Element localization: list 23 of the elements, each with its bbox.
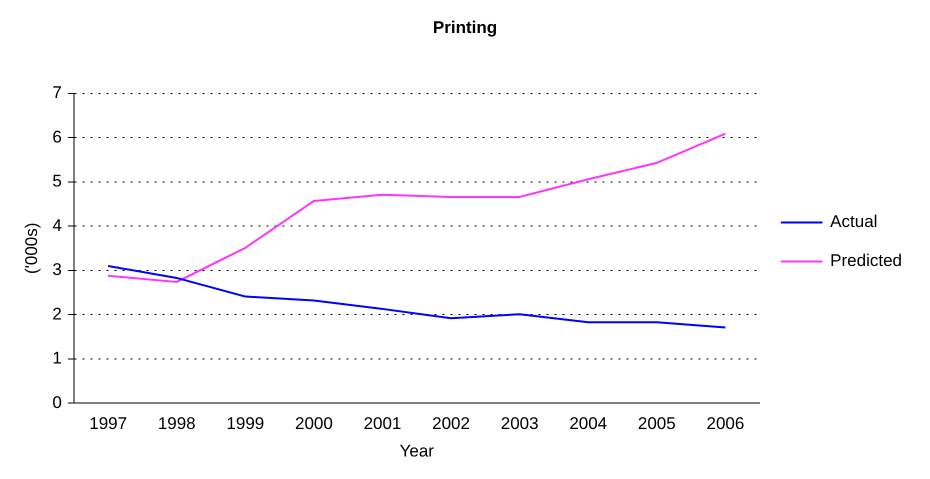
x-tick-label: 1997: [89, 414, 128, 434]
y-tick-label: 3: [52, 260, 62, 280]
y-tick-label: 4: [52, 216, 62, 235]
y-tick-label: 6: [52, 127, 62, 146]
x-tick-label: 2006: [706, 414, 744, 434]
y-axis-title: ('000s): [22, 222, 41, 274]
x-tick-label: 2000: [294, 414, 333, 434]
y-tick-label: 7: [52, 83, 62, 102]
x-tick-label: 2001: [364, 414, 402, 434]
x-tick-label: 2004: [569, 414, 608, 434]
x-tick-label: 2005: [638, 414, 676, 434]
y-tick-label: 5: [52, 172, 62, 191]
legend-label: Predicted: [830, 251, 902, 270]
x-tick-label: 1999: [226, 414, 264, 434]
x-tick-label: 2003: [500, 414, 539, 434]
y-tick-label: 1: [52, 348, 62, 368]
y-tick-label: 0: [52, 392, 62, 412]
legend-label: Actual: [830, 212, 878, 232]
x-tick-label: 1998: [158, 414, 196, 434]
x-axis-title: Year: [400, 441, 434, 460]
y-tick-label: 2: [52, 304, 62, 324]
chart-title: Printing: [432, 18, 498, 37]
x-tick-label: 2002: [432, 414, 470, 434]
